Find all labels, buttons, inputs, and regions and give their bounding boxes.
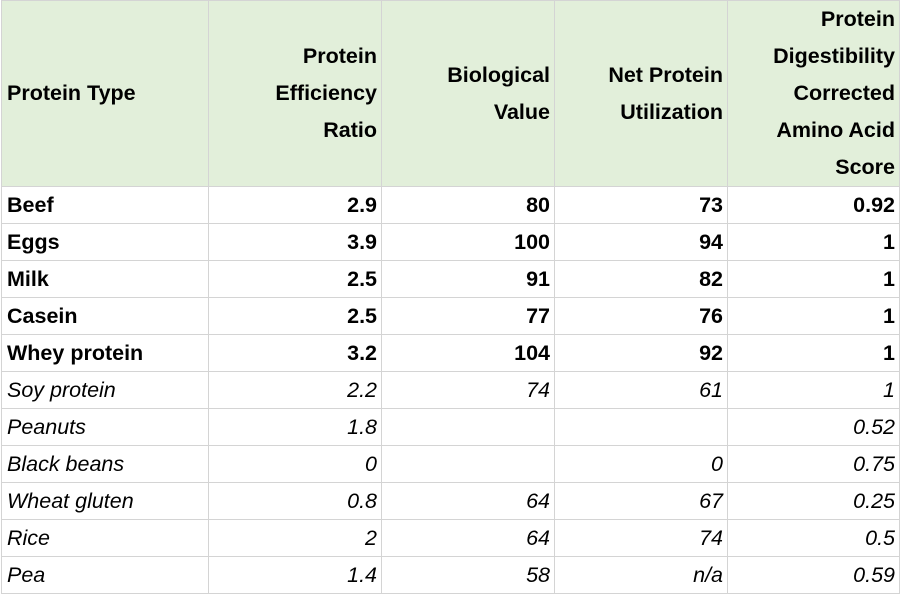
table-row: Soy protein 2.2 74 61 1 (1, 371, 900, 409)
protein-type-cell: Whey protein (1, 334, 209, 372)
header-line: Corrected (793, 81, 895, 105)
net-protein-utilization-cell: 82 (554, 260, 728, 298)
pdcaas-cell: 1 (727, 334, 900, 372)
biological-value-cell: 58 (381, 556, 555, 594)
protein-type-cell: Rice (1, 519, 209, 557)
header-line: Net Protein (608, 62, 723, 87)
protein-type-cell: Black beans (1, 445, 209, 483)
header-line: Utilization (620, 99, 723, 124)
biological-value-cell (381, 408, 555, 446)
header-line: Amino Acid (776, 118, 895, 142)
table-body: Beef 2.9 80 73 0.92 Eggs 3.9 100 94 1 Milk 2.5 91 82 1… (1, 186, 900, 594)
biological-value-cell (381, 445, 555, 483)
net-protein-utilization-cell: 73 (554, 186, 728, 224)
protein-type-cell: Pea (1, 556, 209, 594)
table-row: Rice 2 64 74 0.5 (1, 519, 900, 557)
protein-efficiency-ratio-cell: 2.5 (208, 260, 382, 298)
table-row: Beef 2.9 80 73 0.92 (1, 186, 900, 224)
protein-type-cell: Eggs (1, 223, 209, 261)
table-row: Casein 2.5 77 76 1 (1, 297, 900, 335)
protein-type-cell: Milk (1, 260, 209, 298)
header-biological-value: Biological Value (381, 0, 555, 187)
protein-type-cell: Beef (1, 186, 209, 224)
biological-value-cell: 74 (381, 371, 555, 409)
header-line: Efficiency (275, 81, 377, 105)
table-row: Wheat gluten 0.8 64 67 0.25 (1, 482, 900, 520)
protein-efficiency-ratio-cell: 2 (208, 519, 382, 557)
net-protein-utilization-cell: 0 (554, 445, 728, 483)
header-line: Value (493, 99, 550, 124)
header-line: Protein Type (7, 81, 136, 105)
protein-efficiency-ratio-cell: 0 (208, 445, 382, 483)
header-line: Digestibility (773, 44, 895, 68)
header-net-protein-utilization: Net Protein Utilization (554, 0, 728, 187)
biological-value-cell: 64 (381, 519, 555, 557)
protein-type-cell: Casein (1, 297, 209, 335)
net-protein-utilization-cell: n/a (554, 556, 728, 594)
biological-value-cell: 80 (381, 186, 555, 224)
pdcaas-cell: 1 (727, 297, 900, 335)
pdcaas-cell: 1 (727, 223, 900, 261)
header-line: Biological (447, 62, 550, 87)
net-protein-utilization-cell: 61 (554, 371, 728, 409)
biological-value-cell: 64 (381, 482, 555, 520)
biological-value-cell: 91 (381, 260, 555, 298)
pdcaas-cell: 0.92 (727, 186, 900, 224)
header-protein-type: Protein Type (1, 0, 209, 187)
protein-efficiency-ratio-cell: 3.2 (208, 334, 382, 372)
protein-type-cell: Wheat gluten (1, 482, 209, 520)
header-row: Protein Type Protein Efficiency Ratio Bi… (1, 0, 900, 187)
pdcaas-cell: 0.52 (727, 408, 900, 446)
protein-type-cell: Peanuts (1, 408, 209, 446)
header-protein-efficiency-ratio: Protein Efficiency Ratio (208, 0, 382, 187)
net-protein-utilization-cell: 67 (554, 482, 728, 520)
header-pdcaas: Protein Digestibility Corrected Amino Ac… (727, 0, 900, 187)
net-protein-utilization-cell: 74 (554, 519, 728, 557)
protein-efficiency-ratio-cell: 1.4 (208, 556, 382, 594)
protein-efficiency-ratio-cell: 2.5 (208, 297, 382, 335)
pdcaas-cell: 0.59 (727, 556, 900, 594)
pdcaas-cell: 0.25 (727, 482, 900, 520)
header-line: Ratio (323, 118, 377, 142)
table-row: Whey protein 3.2 104 92 1 (1, 334, 900, 372)
table-row: Pea 1.4 58 n/a 0.59 (1, 556, 900, 594)
header-line: Score (835, 155, 895, 179)
protein-efficiency-ratio-cell: 1.8 (208, 408, 382, 446)
table-row: Eggs 3.9 100 94 1 (1, 223, 900, 261)
table-row: Peanuts 1.8 0.52 (1, 408, 900, 446)
protein-efficiency-ratio-cell: 0.8 (208, 482, 382, 520)
net-protein-utilization-cell (554, 408, 728, 446)
table-row: Black beans 0 0 0.75 (1, 445, 900, 483)
pdcaas-cell: 0.5 (727, 519, 900, 557)
biological-value-cell: 77 (381, 297, 555, 335)
protein-efficiency-ratio-cell: 2.9 (208, 186, 382, 224)
net-protein-utilization-cell: 76 (554, 297, 728, 335)
biological-value-cell: 104 (381, 334, 555, 372)
pdcaas-cell: 0.75 (727, 445, 900, 483)
table-row: Milk 2.5 91 82 1 (1, 260, 900, 298)
pdcaas-cell: 1 (727, 260, 900, 298)
header-line: Protein (302, 44, 377, 68)
net-protein-utilization-cell: 94 (554, 223, 728, 261)
biological-value-cell: 100 (381, 223, 555, 261)
net-protein-utilization-cell: 92 (554, 334, 728, 372)
header-line: Protein (820, 7, 895, 31)
protein-type-cell: Soy protein (1, 371, 209, 409)
protein-efficiency-ratio-cell: 2.2 (208, 371, 382, 409)
pdcaas-cell: 1 (727, 371, 900, 409)
protein-efficiency-ratio-cell: 3.9 (208, 223, 382, 261)
